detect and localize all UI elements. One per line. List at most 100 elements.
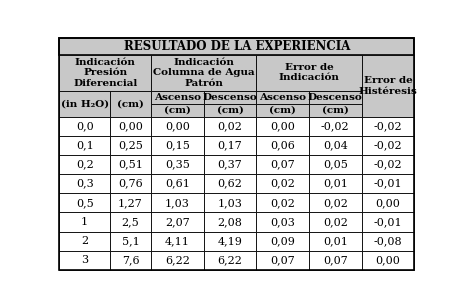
Bar: [59, 193, 110, 213]
Text: 0,51: 0,51: [118, 160, 143, 170]
Bar: [110, 174, 151, 193]
Text: Indicación
Presión
Diferencial: Indicación Presión Diferencial: [73, 58, 137, 88]
Text: (cm): (cm): [164, 106, 191, 115]
Text: 1: 1: [81, 217, 88, 227]
Text: 0,00: 0,00: [376, 255, 401, 265]
Text: 2: 2: [81, 236, 88, 246]
Text: 6,22: 6,22: [218, 255, 243, 265]
Bar: [204, 251, 256, 270]
Text: 3: 3: [81, 255, 88, 265]
Bar: [309, 213, 362, 231]
Text: Ascenso: Ascenso: [154, 93, 201, 102]
Text: 0,03: 0,03: [270, 217, 295, 227]
Text: Error de
Indicación: Error de Indicación: [279, 63, 340, 82]
Bar: [256, 193, 309, 213]
Bar: [256, 174, 309, 193]
Bar: [309, 193, 362, 213]
Text: 0,5: 0,5: [76, 198, 93, 208]
Text: 0,61: 0,61: [165, 179, 190, 189]
Bar: [59, 38, 414, 55]
Bar: [59, 91, 110, 117]
Bar: [204, 155, 256, 174]
Text: 0,3: 0,3: [76, 179, 93, 189]
Bar: [362, 55, 414, 117]
Text: 1,27: 1,27: [118, 198, 143, 208]
Bar: [110, 117, 151, 136]
Text: Ascenso: Ascenso: [259, 93, 306, 102]
Text: 0,01: 0,01: [323, 179, 348, 189]
Text: Descenso: Descenso: [308, 93, 363, 102]
Text: -0,02: -0,02: [374, 160, 402, 170]
Bar: [151, 91, 204, 104]
Bar: [151, 231, 204, 251]
Text: 0,07: 0,07: [323, 255, 347, 265]
Bar: [362, 155, 414, 174]
Bar: [256, 55, 362, 91]
Bar: [151, 155, 204, 174]
Bar: [362, 136, 414, 155]
Text: -0,01: -0,01: [374, 179, 402, 189]
Text: 0,00: 0,00: [165, 121, 190, 131]
Text: 2,08: 2,08: [218, 217, 243, 227]
Bar: [362, 193, 414, 213]
Bar: [59, 55, 151, 91]
Text: 2,07: 2,07: [165, 217, 190, 227]
Bar: [256, 136, 309, 155]
Text: -0,02: -0,02: [374, 121, 402, 131]
Bar: [59, 251, 110, 270]
Bar: [204, 174, 256, 193]
Text: 0,76: 0,76: [118, 179, 143, 189]
Bar: [110, 91, 151, 117]
Bar: [256, 231, 309, 251]
Text: 0,00: 0,00: [270, 121, 295, 131]
Bar: [110, 155, 151, 174]
Bar: [59, 136, 110, 155]
Bar: [59, 174, 110, 193]
Text: 4,11: 4,11: [165, 236, 190, 246]
Bar: [204, 104, 256, 117]
Text: -0,01: -0,01: [374, 217, 402, 227]
Text: -0,08: -0,08: [374, 236, 402, 246]
Bar: [309, 251, 362, 270]
Bar: [204, 231, 256, 251]
Text: 0,37: 0,37: [218, 160, 243, 170]
Bar: [204, 91, 256, 104]
Bar: [309, 117, 362, 136]
Bar: [362, 117, 414, 136]
Text: (in H₂O): (in H₂O): [61, 99, 109, 108]
Bar: [151, 213, 204, 231]
Text: 2,5: 2,5: [122, 217, 140, 227]
Bar: [309, 104, 362, 117]
Bar: [362, 251, 414, 270]
Text: (cm): (cm): [322, 106, 349, 115]
Bar: [362, 231, 414, 251]
Bar: [256, 117, 309, 136]
Bar: [362, 213, 414, 231]
Bar: [309, 174, 362, 193]
Bar: [151, 193, 204, 213]
Text: -0,02: -0,02: [321, 121, 350, 131]
Text: RESULTADO DE LA EXPERIENCIA: RESULTADO DE LA EXPERIENCIA: [124, 40, 350, 53]
Text: 0,07: 0,07: [270, 160, 295, 170]
Text: 4,19: 4,19: [218, 236, 243, 246]
Text: 6,22: 6,22: [165, 255, 190, 265]
Text: 0,1: 0,1: [76, 140, 93, 150]
Bar: [151, 136, 204, 155]
Text: -0,02: -0,02: [374, 140, 402, 150]
Bar: [59, 155, 110, 174]
Bar: [151, 55, 256, 91]
Bar: [110, 193, 151, 213]
Text: 0,02: 0,02: [323, 198, 348, 208]
Bar: [151, 117, 204, 136]
Bar: [256, 104, 309, 117]
Text: 0,02: 0,02: [218, 121, 243, 131]
Text: (cm): (cm): [217, 106, 243, 115]
Bar: [309, 136, 362, 155]
Bar: [151, 251, 204, 270]
Bar: [362, 174, 414, 193]
Bar: [204, 213, 256, 231]
Text: (cm): (cm): [269, 106, 296, 115]
Bar: [151, 104, 204, 117]
Text: 0,2: 0,2: [76, 160, 93, 170]
Text: 7,6: 7,6: [122, 255, 140, 265]
